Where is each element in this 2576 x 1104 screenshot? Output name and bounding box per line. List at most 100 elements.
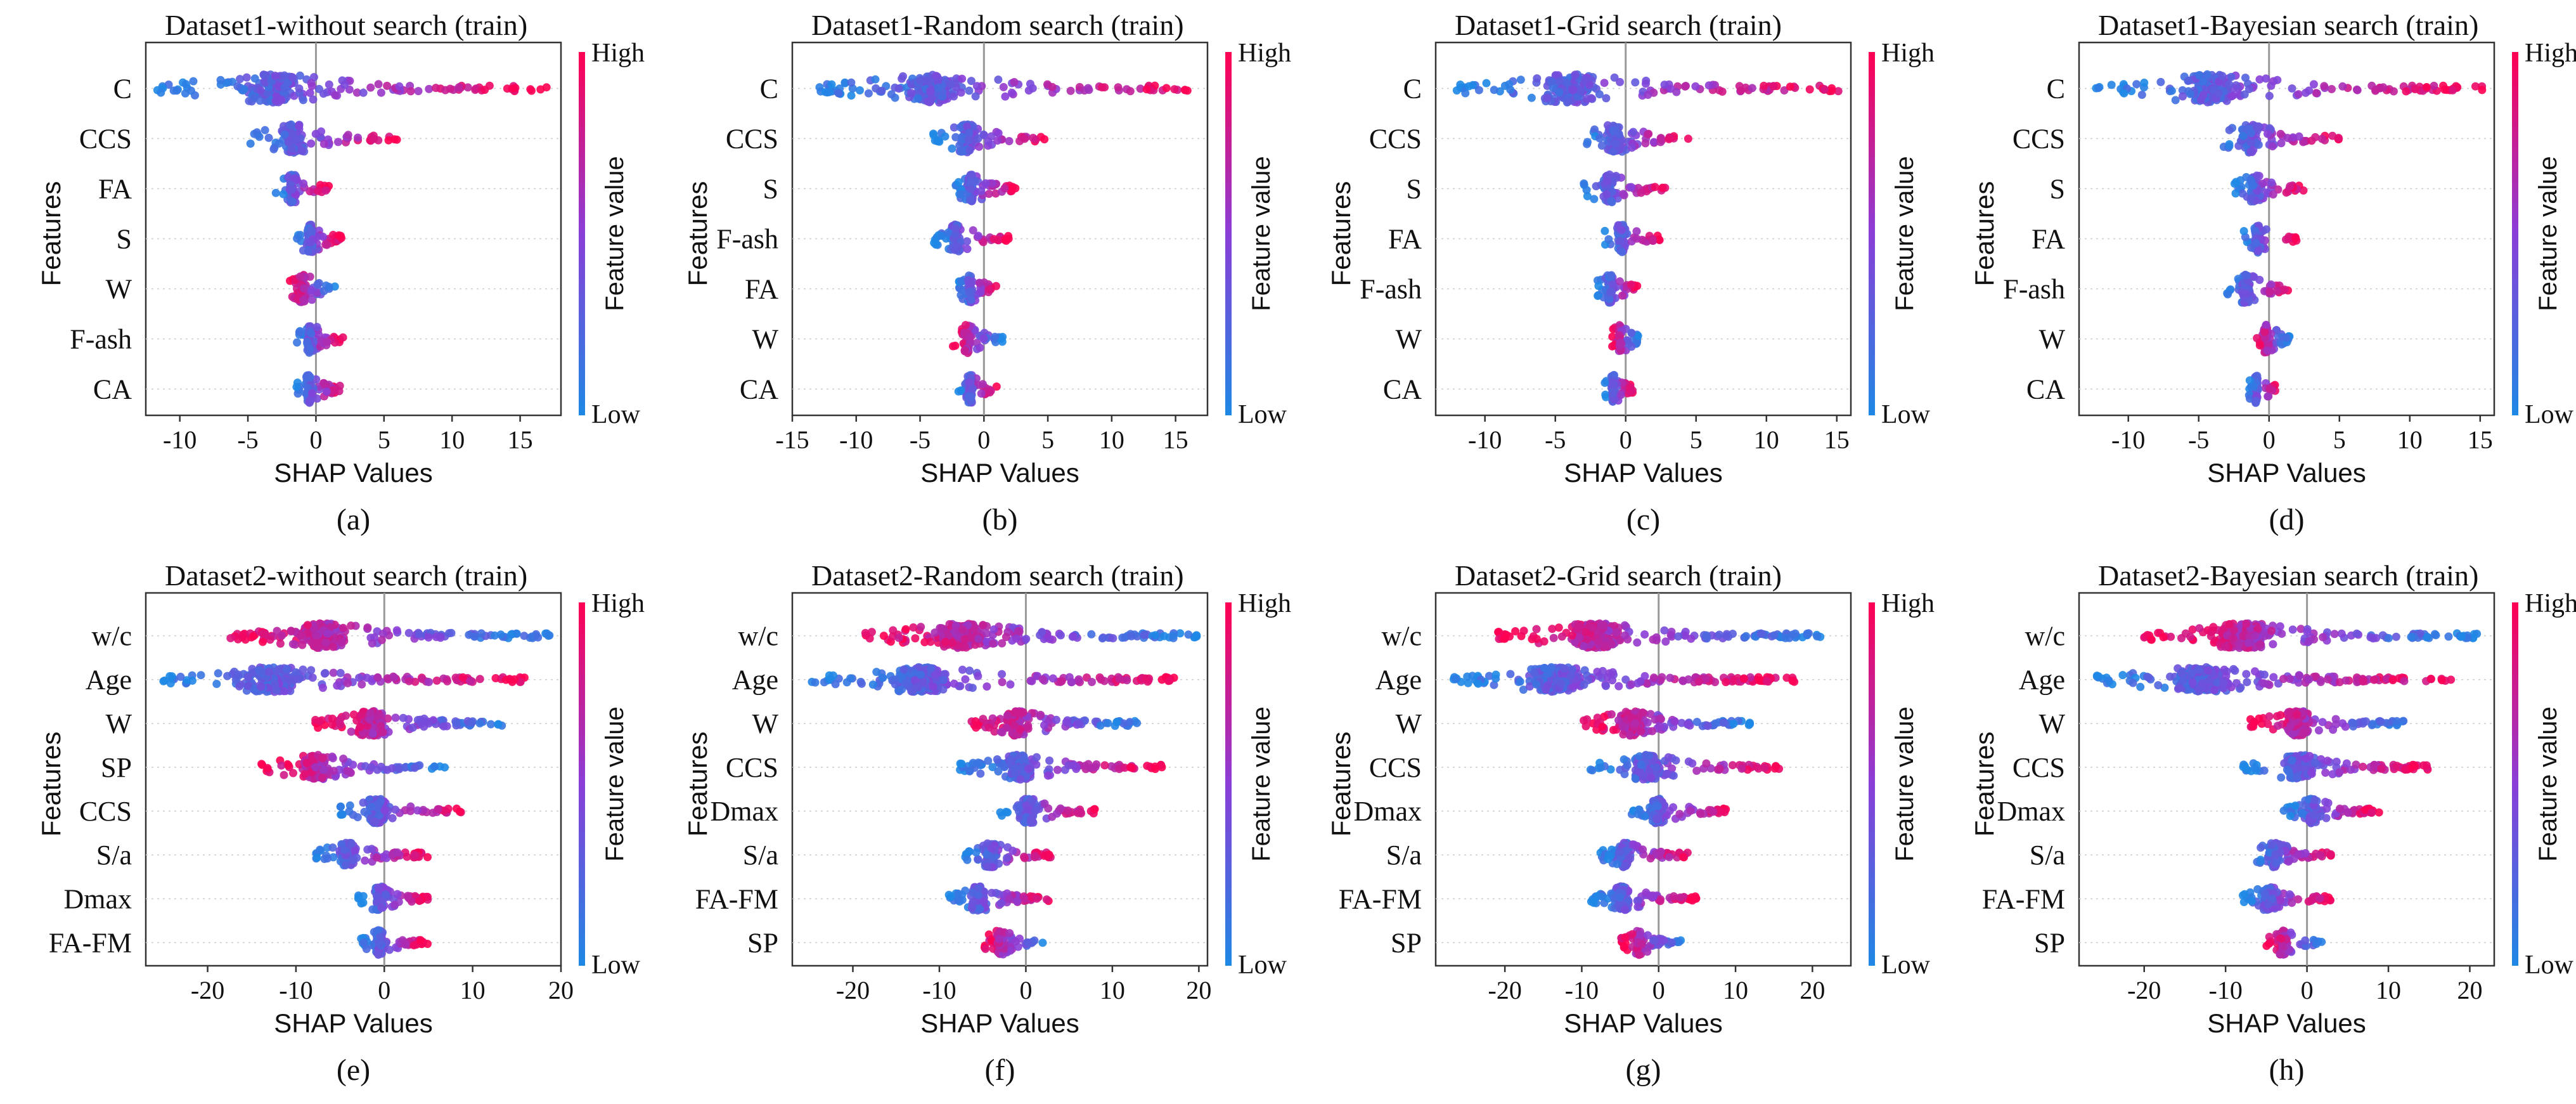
shap-dot [1029, 134, 1038, 142]
shap-dot [879, 632, 888, 640]
shap-dot [958, 133, 967, 141]
shap-dot [425, 678, 433, 686]
shap-dot [374, 883, 383, 892]
shap-dot [1527, 93, 1536, 102]
feature-dots [967, 707, 1142, 740]
feature-dots [2239, 221, 2301, 257]
shap-dot [325, 283, 333, 291]
shap-dot [2411, 85, 2419, 94]
feature-label: FA [1388, 224, 1422, 255]
shap-dot [1012, 634, 1021, 643]
shap-dot [939, 675, 948, 684]
shap-dot [961, 675, 970, 684]
shap-dot [1616, 391, 1625, 399]
shap-dot [977, 186, 986, 195]
shap-dot [1555, 88, 1564, 97]
shap-panel-f: Dataset2-Random search (train)w/cAgeWCCS… [683, 559, 1291, 1087]
shap-panel-d: Dataset1-Bayesian search (train)CCCSSFAF… [1969, 9, 2576, 536]
shap-dot [377, 88, 385, 97]
shap-dot [266, 635, 274, 644]
feature-label: C [113, 74, 132, 105]
feature-label: W [105, 274, 132, 305]
feature-label: Dmax [63, 883, 132, 914]
shap-dot [864, 89, 873, 98]
shap-dot [2334, 134, 2343, 142]
shap-dot [2255, 341, 2264, 350]
shap-dot [402, 852, 411, 861]
shap-dot [865, 634, 874, 643]
shap-dot [319, 765, 328, 774]
shap-dot [2167, 86, 2176, 95]
shap-dot [272, 685, 281, 694]
shap-dot [827, 80, 836, 89]
x-tick-label: 15 [1824, 425, 1850, 454]
shap-dot [1001, 633, 1010, 641]
shap-dot [2242, 271, 2251, 280]
shap-dot [352, 88, 361, 97]
shap-dot [307, 82, 316, 91]
shap-dot [520, 632, 529, 640]
shap-dot [994, 75, 1003, 84]
shap-dot [937, 231, 946, 240]
shap-dot [949, 342, 957, 351]
shap-dot [311, 715, 320, 724]
colorbar-low-label: Low [591, 951, 641, 980]
shap-dot [288, 185, 297, 194]
shap-dot [974, 231, 982, 240]
shap-dot [257, 760, 266, 769]
shap-dot [297, 631, 306, 640]
shap-dot [1609, 389, 1618, 398]
shap-dot [1600, 379, 1609, 387]
panel-title: Dataset1-Grid search (train) [1455, 9, 1782, 41]
shap-dot [439, 722, 448, 731]
shap-dot [1627, 328, 1636, 337]
shap-dot [929, 131, 938, 140]
shap-dot [376, 798, 385, 807]
shap-dot [280, 687, 288, 696]
shap-dot [1052, 715, 1060, 724]
feature-dots [292, 371, 344, 407]
shap-dot [306, 272, 314, 281]
shap-dot [946, 80, 955, 89]
feature-dots [311, 707, 506, 740]
shap-dot [534, 633, 543, 642]
shap-dot [2265, 384, 2274, 393]
shap-dot [1616, 77, 1625, 86]
shap-dot [998, 670, 1006, 679]
shap-dot [913, 682, 922, 691]
shap-dot [1628, 386, 1637, 395]
shap-dot [1618, 291, 1626, 300]
colorbar [1225, 52, 1232, 415]
shap-dot [366, 709, 375, 717]
feature-dots [954, 371, 1001, 407]
shap-dot [1769, 82, 1778, 91]
shap-dot [354, 133, 362, 142]
shap-dot [989, 625, 998, 634]
feature-dots [2219, 120, 2343, 157]
shap-dot [261, 126, 269, 134]
x-tick-label: 0 [2263, 425, 2276, 454]
shap-dot [383, 81, 392, 90]
shap-dot [395, 82, 404, 91]
shap-dot [381, 890, 390, 899]
shap-dot [244, 673, 253, 682]
shap-dot [2107, 81, 2116, 89]
shap-dot [416, 936, 425, 945]
shap-dot [446, 84, 454, 93]
shap-dot [307, 666, 316, 675]
shap-dot [1607, 197, 1616, 206]
feature-dots [951, 171, 1020, 205]
shap-dot [2264, 129, 2272, 138]
shap-dot [2224, 290, 2232, 299]
shap-dot [2328, 85, 2336, 93]
shap-dot [1614, 130, 1623, 138]
shap-dot [403, 892, 412, 900]
shap-dot [954, 178, 963, 186]
shap-dot [2286, 182, 2295, 191]
shap-dot [1644, 130, 1652, 139]
shap-dot [909, 623, 918, 632]
shap-dot [372, 892, 381, 900]
shap-dot [834, 89, 843, 98]
colorbar-high-label: High [2525, 39, 2576, 68]
shap-dot [318, 232, 327, 241]
